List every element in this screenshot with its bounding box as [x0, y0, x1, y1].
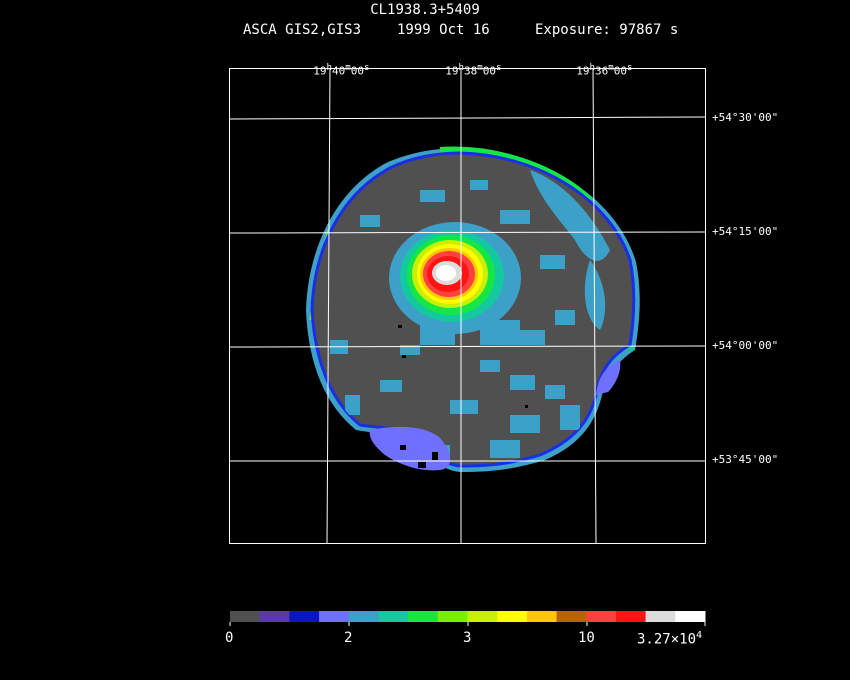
ra-label-2: 19h38m00s	[445, 62, 502, 78]
dec-label-2: +54°15'00"	[712, 225, 779, 238]
colorbar-tick-0: 0	[225, 630, 234, 646]
ra-label-1: 19h40m00s	[313, 62, 370, 78]
colorbar-swatch	[645, 611, 676, 622]
dec-label-4: +53°45'00"	[712, 453, 779, 466]
colorbar-ticks	[229, 622, 706, 626]
colorbar-swatch	[348, 611, 379, 622]
colorbar-swatch	[526, 611, 558, 622]
colorbar-swatch	[497, 611, 528, 622]
colorbar-swatch	[378, 611, 409, 622]
colorbar-tick-2: 2	[344, 630, 353, 646]
bright-source	[389, 222, 521, 334]
colorbar-swatch	[437, 611, 468, 622]
blue-lobe	[369, 360, 621, 471]
colorbar-swatch	[467, 611, 498, 622]
colorbar-tick-max: 3.27×104	[637, 630, 703, 648]
colorbar-swatch	[556, 611, 587, 622]
colorbar-tick-10: 10	[578, 630, 595, 646]
colorbar-swatch	[319, 611, 350, 622]
colorbar-swatch	[586, 611, 617, 622]
colorbar-swatch	[230, 611, 261, 622]
colorbar-swatch	[615, 611, 647, 622]
colorbar-swatch	[675, 611, 706, 622]
image-title: CL1938.3+5409	[370, 2, 480, 18]
colorbar-swatch	[259, 611, 290, 622]
ra-label-3: 19h36m00s	[576, 62, 633, 78]
date-label: 1999 Oct 16	[397, 22, 490, 38]
instrument-label: ASCA GIS2,GIS3	[243, 22, 362, 38]
exposure-label: Exposure: 97867 s	[535, 22, 679, 38]
dec-label-1: +54°30'00"	[712, 111, 779, 124]
colorbar	[230, 611, 706, 622]
coordinate-grid	[228, 67, 706, 544]
dec-label-3: +54°00'00"	[712, 339, 779, 352]
colorbar-swatch	[408, 611, 439, 622]
colorbar-tick-3: 3	[463, 630, 472, 646]
colorbar-swatch	[289, 611, 320, 622]
